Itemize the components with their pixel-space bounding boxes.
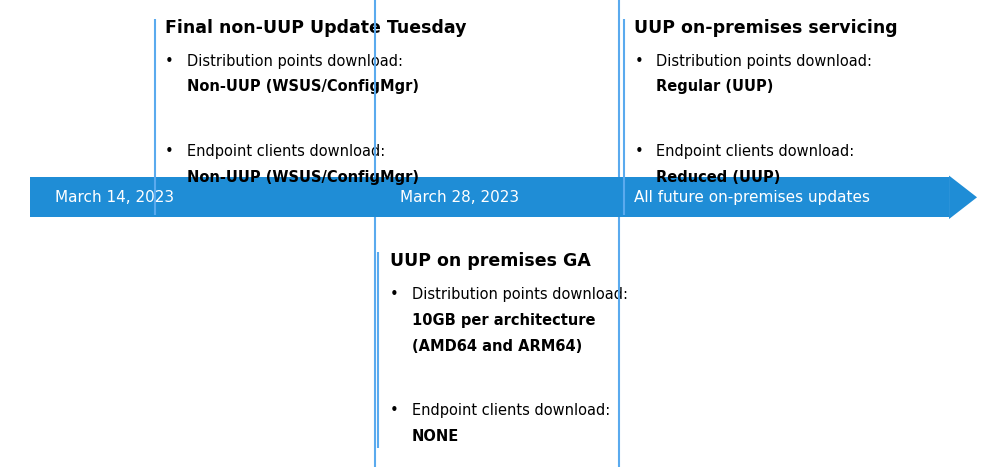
Text: Endpoint clients download:: Endpoint clients download: [412, 403, 609, 418]
Text: •: • [165, 144, 174, 159]
Text: •: • [390, 403, 399, 418]
Text: UUP on premises GA: UUP on premises GA [390, 252, 590, 270]
Text: NONE: NONE [412, 429, 459, 444]
Text: All future on-premises updates: All future on-premises updates [634, 190, 870, 205]
Text: Non-UUP (WSUS/ConfigMgr): Non-UUP (WSUS/ConfigMgr) [187, 79, 419, 94]
Text: Distribution points download:: Distribution points download: [412, 287, 627, 302]
Text: Endpoint clients download:: Endpoint clients download: [656, 144, 854, 159]
Text: •: • [165, 54, 174, 69]
Text: Distribution points download:: Distribution points download: [656, 54, 872, 69]
Text: March 14, 2023: March 14, 2023 [55, 190, 174, 205]
Text: 10GB per architecture: 10GB per architecture [412, 313, 595, 328]
Text: Endpoint clients download:: Endpoint clients download: [187, 144, 385, 159]
Text: •: • [390, 287, 399, 302]
Text: Distribution points download:: Distribution points download: [187, 54, 403, 69]
Text: Non-UUP (WSUS/ConfigMgr): Non-UUP (WSUS/ConfigMgr) [187, 170, 419, 185]
Text: •: • [634, 144, 643, 159]
Text: Reduced (UUP): Reduced (UUP) [656, 170, 780, 185]
Text: Regular (UUP): Regular (UUP) [656, 79, 773, 94]
Bar [30, 177, 949, 217]
Polygon shape [949, 176, 977, 219]
Text: •: • [634, 54, 643, 69]
Text: UUP on-premises servicing: UUP on-premises servicing [634, 19, 898, 37]
Text: March 28, 2023: March 28, 2023 [400, 190, 518, 205]
Text: Final non-UUP Update Tuesday: Final non-UUP Update Tuesday [165, 19, 467, 37]
Text: (AMD64 and ARM64): (AMD64 and ARM64) [412, 339, 581, 354]
